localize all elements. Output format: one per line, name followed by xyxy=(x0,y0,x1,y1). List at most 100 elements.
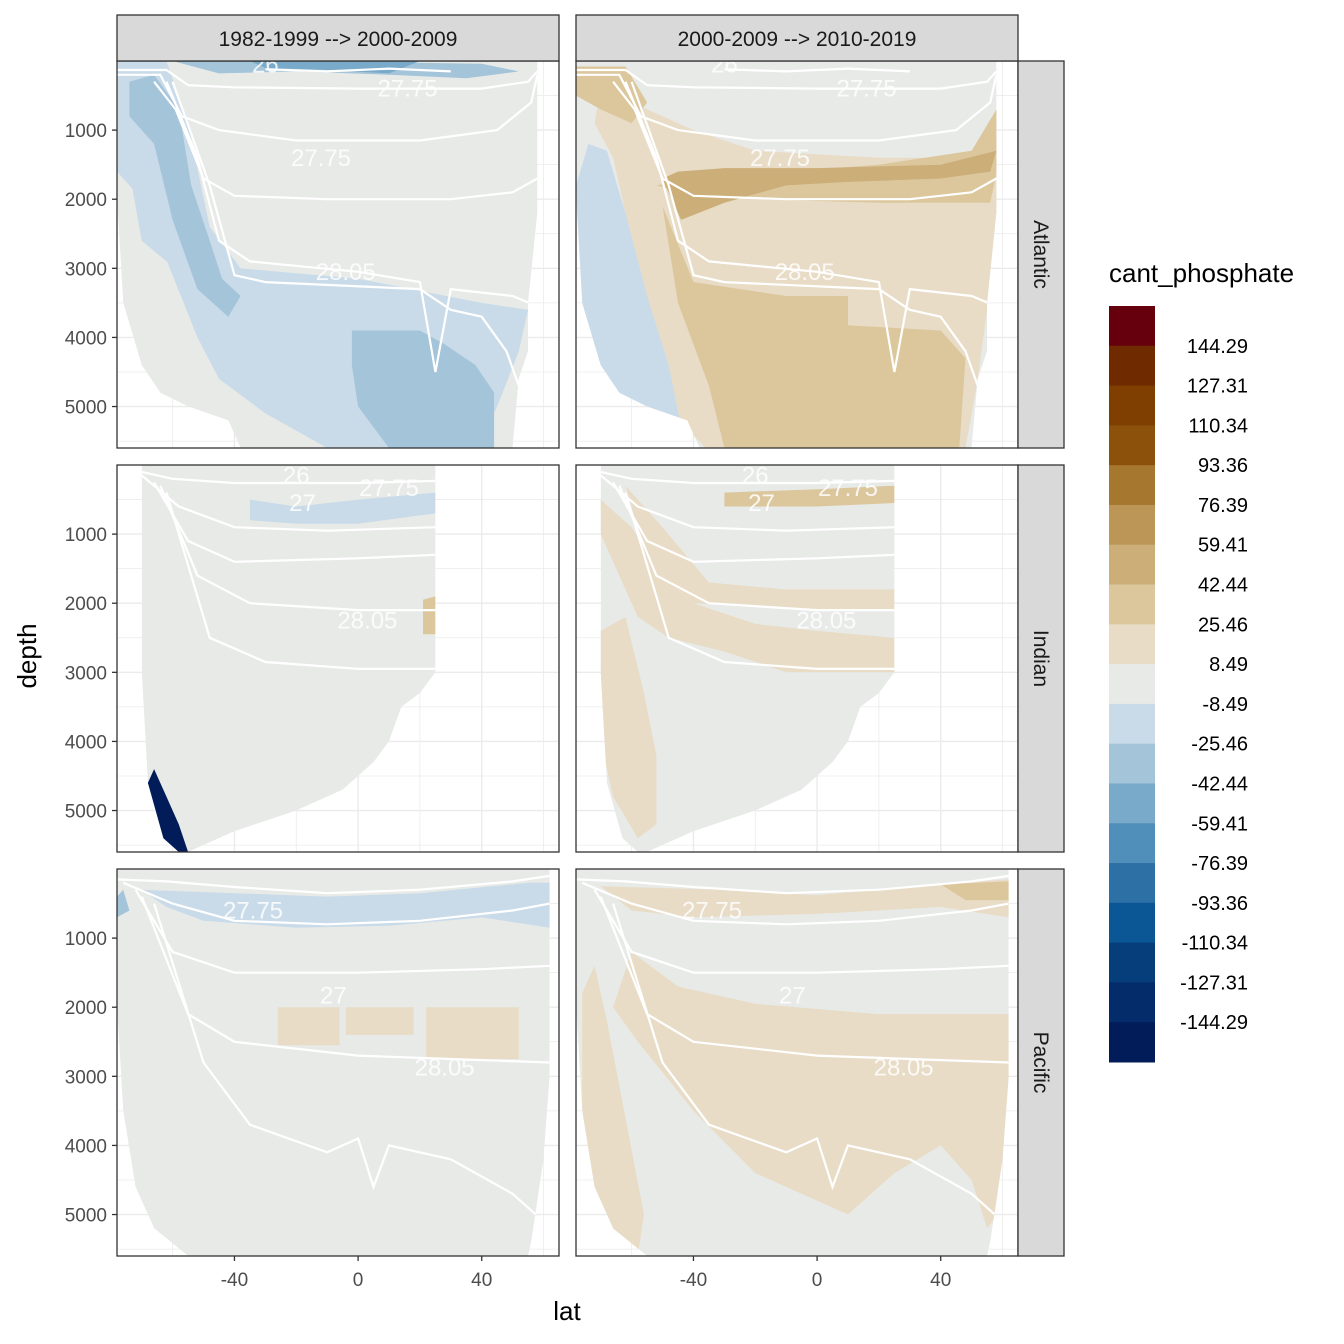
contour-fill: 27.75 28.05 27.75 26 xyxy=(117,51,538,448)
contour-fill: 27.75 28.05 27.75 26 xyxy=(576,51,997,448)
contour-band xyxy=(662,150,997,220)
isopycnal-label: 26 xyxy=(252,51,279,78)
isopycnal-line xyxy=(117,68,538,90)
legend-swatch xyxy=(1109,465,1155,506)
strip-background xyxy=(1017,60,1065,449)
panel-border xyxy=(116,868,560,1257)
contour-band xyxy=(117,889,130,918)
strip-background xyxy=(1017,464,1065,853)
legend-label: 42.44 xyxy=(1198,575,1248,597)
legend-swatch xyxy=(1109,743,1155,784)
x-tick-label: -40 xyxy=(680,1270,707,1291)
legend-label: 59.41 xyxy=(1198,535,1248,557)
legend-swatch xyxy=(1109,942,1155,983)
contour-band xyxy=(600,499,895,673)
legend-swatch xyxy=(1109,982,1155,1023)
contour-band xyxy=(582,965,644,1256)
legend-swatch xyxy=(1109,664,1155,705)
isopycnal-line xyxy=(159,485,436,612)
isopycnal-line xyxy=(117,73,538,142)
isopycnal-line xyxy=(165,81,538,373)
legend-swatch xyxy=(1109,504,1155,546)
isopycnal-line xyxy=(140,896,550,1064)
isopycnal-line xyxy=(599,896,1009,1064)
column-strip: 1982-1999 --> 2000-2009 xyxy=(116,14,560,62)
row-strip-label: Indian xyxy=(1029,630,1052,687)
legend-swatch xyxy=(1109,902,1155,944)
legend-label: -110.34 xyxy=(1182,933,1248,955)
isopycnal-line xyxy=(576,874,1009,895)
panel-atlantic-2: 27.75 28.05 27.75 26 xyxy=(575,51,1019,449)
x-tick-label: 40 xyxy=(471,1270,492,1291)
isopycnal-line xyxy=(117,874,550,895)
legend-swatch xyxy=(1109,1022,1155,1063)
legend-swatch xyxy=(1109,783,1155,824)
isopycnal-label: 27.75 xyxy=(378,76,438,103)
column-strip: 2000-2009 --> 2010-2019 xyxy=(575,14,1019,62)
y-tick-label: 4000 xyxy=(65,328,107,349)
panel-border xyxy=(116,464,560,853)
legend-label: 25.46 xyxy=(1198,614,1248,636)
panel-pacific-2: 27 28.05 27.75 xyxy=(575,868,1019,1257)
legend-label: 110.34 xyxy=(1188,415,1248,437)
row-strip: Pacific xyxy=(1017,868,1065,1257)
y-tick-label: 3000 xyxy=(65,259,107,280)
legend: cant_phosphate 144.29 127.31 110.34 93.36 76.… xyxy=(1109,258,1294,1063)
y-axis-title: depth xyxy=(12,623,42,688)
contour-band xyxy=(345,1007,414,1035)
isopycnal-line xyxy=(618,485,895,612)
contour-fill: 27 28.05 27.75 26 xyxy=(600,465,895,852)
panel-indian-2: 27 28.05 27.75 26 xyxy=(575,464,1019,853)
isopycnal-line xyxy=(165,492,436,670)
y-tick-label: 2000 xyxy=(65,190,107,211)
isopycnal-label: 26 xyxy=(711,51,738,78)
contour-band xyxy=(662,206,848,448)
isopycnal-line xyxy=(724,67,910,73)
isopycnal-line xyxy=(630,81,979,387)
ocean-section xyxy=(117,869,550,1256)
legend-label: 127.31 xyxy=(1187,376,1248,398)
row-strip-label: Pacific xyxy=(1029,1032,1052,1094)
contour-band xyxy=(147,769,189,852)
isopycnal-line xyxy=(141,470,436,485)
y-tick-label: 1000 xyxy=(65,929,107,950)
row-strip: Atlantic xyxy=(1017,60,1065,449)
contour-band xyxy=(277,1007,340,1046)
contour-band xyxy=(249,61,420,74)
contour-band xyxy=(940,881,1009,901)
contour-band xyxy=(129,74,241,317)
panel-atlantic-1: 27.75 28.05 27.75 26 xyxy=(116,51,560,449)
y-tick-label: 5000 xyxy=(65,1206,107,1227)
axes: 1000200030004000500010002000300040005000… xyxy=(65,121,952,1291)
contour-band xyxy=(724,485,895,507)
contour-band xyxy=(576,66,648,124)
isopycnal-line xyxy=(122,881,550,926)
legend-swatch xyxy=(1109,703,1155,745)
isopycnal-label: 27.75 xyxy=(359,475,419,502)
panel-indian-1: 27 28.05 27.75 26 xyxy=(116,462,560,853)
isopycnal-line xyxy=(576,73,997,142)
legend-title: cant_phosphate xyxy=(1109,258,1294,288)
isopycnal-label: 28.05 xyxy=(796,607,856,634)
contour-band xyxy=(423,596,436,635)
legend-label: -8.49 xyxy=(1202,694,1248,716)
isopycnal-label: 26 xyxy=(283,462,310,489)
isopycnal-line xyxy=(624,81,997,373)
legend-label: -76.39 xyxy=(1191,853,1248,875)
column-strip-label: 1982-1999 --> 2000-2009 xyxy=(219,28,458,51)
legend-label: -59.41 xyxy=(1191,813,1248,835)
isopycnal-label: 27.75 xyxy=(291,145,351,172)
strip-background xyxy=(1017,868,1065,1257)
legend-label: -42.44 xyxy=(1191,773,1248,795)
contour-band xyxy=(426,1007,519,1059)
contour-band xyxy=(351,330,495,448)
y-tick-label: 5000 xyxy=(65,802,107,823)
isopycnal-line xyxy=(600,470,895,485)
facet-strips: 1982-1999 --> 2000-2009 2000-2009 --> 201… xyxy=(116,14,1065,1257)
isopycnal-label: 27 xyxy=(779,982,806,1009)
legend-swatch xyxy=(1109,863,1155,904)
isopycnal-line xyxy=(171,81,520,387)
legend-label: 93.36 xyxy=(1198,455,1248,477)
y-tick-label: 2000 xyxy=(65,998,107,1019)
column-strip-label: 2000-2009 --> 2010-2019 xyxy=(678,28,917,51)
